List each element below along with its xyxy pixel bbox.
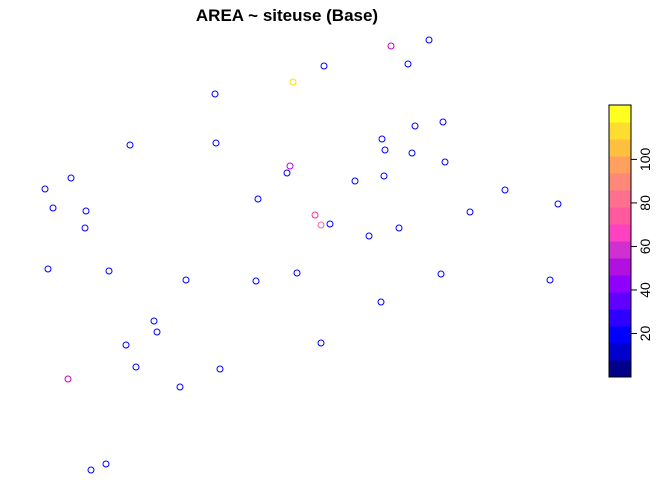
colorbar-segment-16 <box>609 105 631 123</box>
data-point-48 <box>176 383 184 391</box>
data-point-10 <box>126 141 134 149</box>
data-point-16 <box>283 169 291 177</box>
data-point-11 <box>212 139 220 147</box>
data-point-3 <box>320 62 328 70</box>
data-point-31 <box>395 224 403 232</box>
data-point-13 <box>408 149 416 157</box>
data-point-24 <box>49 204 57 212</box>
data-point-38 <box>252 277 260 285</box>
data-point-7 <box>439 118 447 126</box>
data-point-9 <box>378 135 386 143</box>
colorbar-frame <box>608 104 632 378</box>
colorbar-ticks: 20 40 60 80 100 <box>631 148 653 341</box>
chart-title: AREA ~ siteuse (Base) <box>196 6 378 25</box>
colorbar-tick-label-60: 60 <box>637 238 653 254</box>
data-point-4 <box>404 60 412 68</box>
data-point-46 <box>216 365 224 373</box>
colorbar-segment-9 <box>609 224 631 242</box>
data-point-50 <box>87 466 95 474</box>
data-point-15 <box>286 162 294 170</box>
colorbar-segment-2 <box>609 343 631 361</box>
data-point-20 <box>41 185 49 193</box>
colorbar-segment-4 <box>609 309 631 327</box>
data-point-21 <box>501 186 509 194</box>
colorbar-segment-7 <box>609 258 631 276</box>
data-point-6 <box>211 90 219 98</box>
data-point-37 <box>182 276 190 284</box>
colorbar-segment-10 <box>609 207 631 225</box>
colorbar-segment-8 <box>609 241 631 259</box>
data-point-2 <box>387 42 395 50</box>
data-point-42 <box>153 328 161 336</box>
data-point-17 <box>380 172 388 180</box>
data-point-14 <box>441 158 449 166</box>
data-point-44 <box>122 341 130 349</box>
data-point-1 <box>425 36 433 44</box>
data-point-39 <box>546 276 554 284</box>
colorbar-segment-3 <box>609 326 631 344</box>
colorbar-segment-14 <box>609 139 631 157</box>
colorbar-tick-label-20: 20 <box>637 325 653 341</box>
data-point-27 <box>311 211 319 219</box>
data-point-41 <box>150 317 158 325</box>
data-point-25 <box>82 207 90 215</box>
points-layer <box>41 36 562 474</box>
data-point-29 <box>326 220 334 228</box>
data-point-18 <box>67 174 75 182</box>
data-point-22 <box>254 195 262 203</box>
colorbar-segment-1 <box>609 360 631 378</box>
data-point-19 <box>351 177 359 185</box>
colorbar-tick-label-100: 100 <box>637 148 653 172</box>
data-point-30 <box>81 224 89 232</box>
data-point-43 <box>317 339 325 347</box>
data-point-23 <box>554 200 562 208</box>
data-point-26 <box>466 208 474 216</box>
colorbar <box>608 104 632 378</box>
data-point-49 <box>102 460 110 468</box>
data-point-5 <box>289 78 297 86</box>
colorbar-segment-15 <box>609 122 631 140</box>
data-point-45 <box>132 363 140 371</box>
data-point-40 <box>377 298 385 306</box>
data-point-33 <box>44 265 52 273</box>
data-point-28 <box>317 221 325 229</box>
data-point-34 <box>105 267 113 275</box>
colorbar-tick-label-40: 40 <box>637 282 653 298</box>
colorbar-tick-label-80: 80 <box>637 195 653 211</box>
colorbar-segment-12 <box>609 173 631 191</box>
data-point-47 <box>64 375 72 383</box>
data-point-36 <box>437 270 445 278</box>
colorbar-segment-6 <box>609 275 631 293</box>
colorbar-segment-11 <box>609 190 631 208</box>
colorbar-segment-13 <box>609 156 631 174</box>
data-point-35 <box>293 269 301 277</box>
colorbar-segment-5 <box>609 292 631 310</box>
data-point-12 <box>381 146 389 154</box>
data-point-8 <box>411 122 419 130</box>
data-point-32 <box>365 232 373 240</box>
